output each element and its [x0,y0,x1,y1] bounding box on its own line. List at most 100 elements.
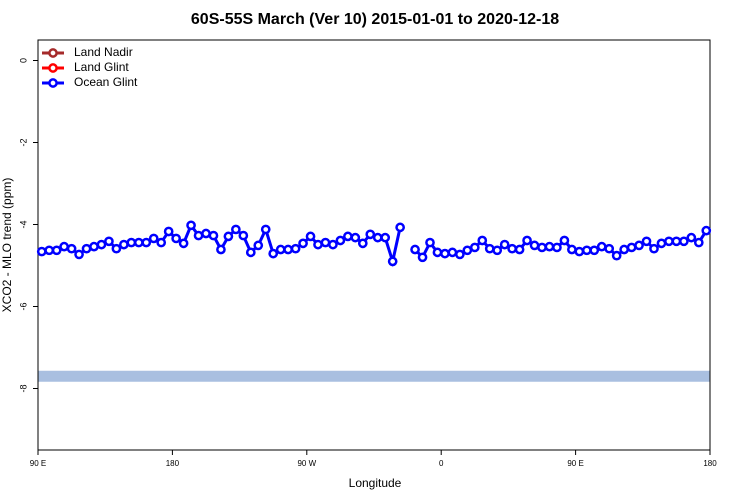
point [656,238,667,249]
point [216,244,226,255]
point [66,243,77,254]
point [693,237,704,248]
point [574,246,585,257]
point [432,247,443,258]
point [148,233,159,244]
point [701,225,712,236]
point [679,236,689,247]
y-tick-label: -6 [18,302,28,310]
legend-label: Ocean Glint [74,75,138,89]
point [126,237,137,248]
point [589,245,600,256]
point [559,235,570,246]
point [320,237,331,248]
point [365,229,376,240]
point [634,240,644,251]
point [522,235,532,246]
point [59,241,69,252]
point [208,230,219,241]
x-tick-label: 90 W [297,459,316,468]
point [387,256,398,267]
point [664,236,674,247]
point [51,245,62,256]
point [544,241,555,252]
point [298,238,308,249]
point [283,244,293,255]
point [89,241,99,252]
point [290,243,301,254]
point [156,237,167,248]
point [671,236,682,247]
y-axis-label: XCO2 - MLO trend (ppm) [0,178,14,313]
x-tick-label: 180 [703,459,717,468]
point [529,240,540,251]
point [596,241,607,252]
point [477,235,488,246]
point [201,228,211,239]
point [611,250,622,261]
legend-label: Land Nadir [74,45,133,59]
point [619,244,629,255]
x-tick-label: 90 E [567,459,583,468]
point [260,224,271,235]
point [171,233,181,244]
point [305,231,316,242]
point [141,237,152,248]
legend-marker [48,63,58,73]
point [581,245,592,256]
point [380,232,391,243]
point [253,240,264,251]
point [223,231,234,242]
point [552,242,562,253]
point [462,245,473,256]
point [268,248,279,259]
point [96,239,107,250]
y-tick-label: -4 [18,220,28,228]
point [178,238,189,249]
plot-frame [37,39,711,451]
y-tick-label: 0 [18,58,28,63]
point [447,247,458,258]
point [350,232,361,243]
point [417,252,428,263]
point [440,248,450,259]
point [507,243,517,254]
point [567,244,577,255]
point [81,243,92,254]
point [193,230,204,241]
point [119,239,129,250]
point [395,222,405,233]
point [343,231,353,242]
legend-label: Land Glint [74,60,129,74]
point [410,244,420,255]
point [372,232,383,243]
point [514,244,525,255]
point [104,236,114,247]
point [357,238,368,249]
point [335,235,346,246]
point [313,239,323,250]
legend-marker [48,78,58,88]
point [604,243,615,254]
point [626,242,637,253]
point [74,249,84,260]
point [641,236,652,247]
point [484,243,495,254]
point [275,244,286,255]
point [133,237,144,248]
y-tick-label: -2 [18,138,28,146]
legend-marker [48,48,58,58]
x-axis-label: Longitude [349,476,402,490]
point [499,239,510,250]
point [163,226,174,237]
point [686,232,697,243]
x-tick-label: 90 E [30,459,46,468]
y-tick-label: -8 [18,384,28,392]
point [36,246,47,257]
point [469,242,480,253]
x-tick-label: 0 [439,459,444,468]
chart-title: 60S-55S March (Ver 10) 2015-01-01 to 202… [191,11,559,28]
point [238,230,249,241]
